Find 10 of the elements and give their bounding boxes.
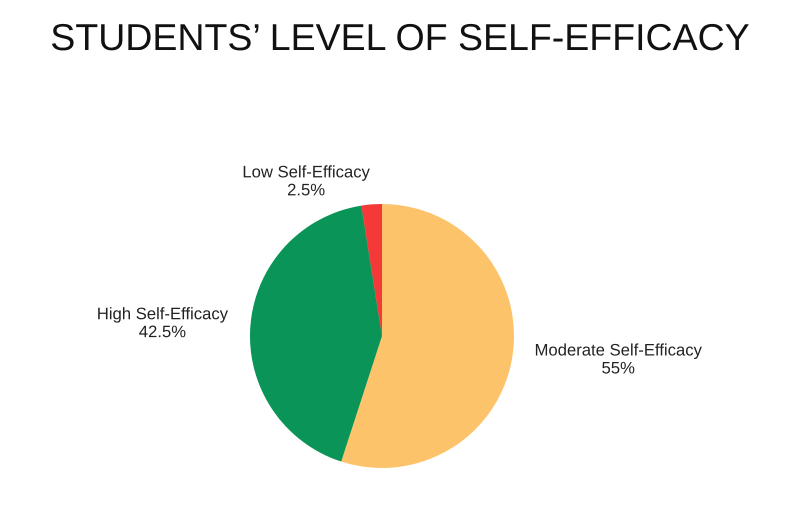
data-label: 55% (602, 362, 634, 374)
data-label: 2.5% (288, 184, 325, 196)
pie-slice (341, 204, 514, 468)
chart-title: STUDENTS’ LEVEL OF SELF-EFFICACY (52, 24, 749, 50)
pie-slice (250, 206, 382, 462)
slice-label: High Self-Efficacy (98, 307, 228, 323)
pie-slice (361, 204, 382, 336)
data-label: 42.5% (139, 326, 186, 338)
slice-label: Moderate Self-Efficacy (536, 343, 702, 359)
slice-label: Low Self-Efficacy (244, 165, 370, 181)
